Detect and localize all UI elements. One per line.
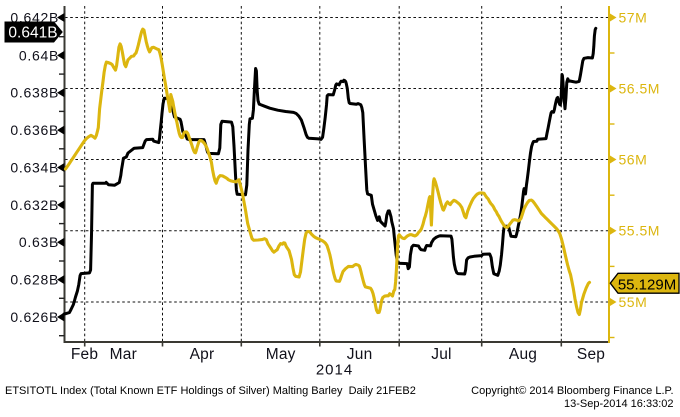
svg-text:0.642B: 0.642B — [10, 9, 59, 25]
svg-text:Sep: Sep — [577, 346, 605, 363]
svg-text:Jun: Jun — [347, 346, 373, 363]
svg-text:Jul: Jul — [431, 346, 451, 363]
svg-text:May: May — [266, 346, 296, 363]
svg-text:0.626B: 0.626B — [10, 309, 59, 325]
svg-text:Copyright© 2014 Bloomberg Fina: Copyright© 2014 Bloomberg Finance L.P. — [471, 385, 673, 397]
svg-text:0.636B: 0.636B — [10, 122, 59, 138]
svg-text:2014: 2014 — [316, 362, 353, 379]
svg-text:13-Sep-2014 16:33:02: 13-Sep-2014 16:33:02 — [564, 398, 673, 410]
svg-text:57M: 57M — [619, 9, 648, 25]
svg-text:Aug: Aug — [509, 346, 537, 363]
svg-text:0.64B: 0.64B — [19, 47, 59, 63]
svg-text:55M: 55M — [619, 294, 648, 310]
svg-text:56.5M: 56.5M — [619, 80, 660, 96]
svg-text:Apr: Apr — [190, 346, 215, 363]
svg-text:Feb: Feb — [71, 346, 98, 363]
svg-text:0.641B: 0.641B — [8, 25, 57, 42]
svg-text:0.63B: 0.63B — [19, 234, 59, 250]
svg-text:Mar: Mar — [110, 346, 137, 363]
svg-text:55.5M: 55.5M — [619, 223, 660, 239]
svg-text:0.634B: 0.634B — [10, 160, 59, 176]
svg-text:56M: 56M — [619, 151, 648, 167]
svg-text:0.632B: 0.632B — [10, 197, 59, 213]
svg-text:0.628B: 0.628B — [10, 272, 59, 288]
svg-text:ETSITOTL Index (Total Known ET: ETSITOTL Index (Total Known ETF Holdings… — [5, 385, 416, 397]
svg-text:55.129M: 55.129M — [618, 276, 676, 293]
svg-text:0.638B: 0.638B — [10, 85, 59, 101]
